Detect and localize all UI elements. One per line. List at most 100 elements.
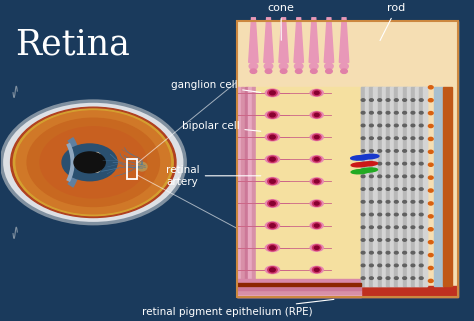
Circle shape (386, 124, 390, 127)
Circle shape (270, 157, 275, 161)
Circle shape (295, 69, 302, 74)
Circle shape (268, 112, 277, 118)
Circle shape (403, 264, 407, 267)
Bar (382, 87, 386, 286)
Circle shape (403, 150, 407, 152)
Circle shape (419, 162, 423, 165)
Circle shape (312, 178, 321, 184)
Circle shape (370, 162, 374, 165)
Circle shape (428, 202, 433, 205)
Circle shape (394, 99, 398, 101)
Bar (245, 87, 248, 286)
Circle shape (314, 246, 319, 249)
Circle shape (428, 254, 433, 257)
Circle shape (312, 245, 321, 251)
Text: rod: rod (380, 3, 406, 40)
Circle shape (411, 188, 415, 190)
Circle shape (386, 188, 390, 190)
Polygon shape (309, 18, 319, 62)
Ellipse shape (310, 244, 323, 251)
Circle shape (403, 201, 407, 203)
Bar (237, 287, 361, 290)
Circle shape (386, 251, 390, 254)
Circle shape (361, 213, 365, 216)
Circle shape (386, 99, 390, 101)
Circle shape (394, 251, 398, 254)
Ellipse shape (310, 178, 323, 185)
Circle shape (268, 134, 277, 140)
Circle shape (428, 241, 433, 244)
Ellipse shape (265, 222, 280, 230)
Bar (374, 87, 378, 286)
Circle shape (326, 69, 332, 74)
Circle shape (280, 69, 287, 74)
Circle shape (314, 202, 319, 205)
Bar (237, 290, 361, 294)
Circle shape (341, 69, 347, 74)
Bar (399, 87, 402, 286)
Circle shape (394, 137, 398, 139)
Circle shape (411, 277, 415, 279)
Circle shape (378, 264, 382, 267)
Circle shape (370, 188, 374, 190)
Circle shape (419, 124, 423, 127)
Text: retinal pigment epithelium (RPE): retinal pigment epithelium (RPE) (142, 299, 334, 317)
Circle shape (370, 213, 374, 216)
Ellipse shape (265, 266, 280, 273)
Circle shape (411, 111, 415, 114)
Text: Retina: Retina (16, 27, 130, 61)
Ellipse shape (351, 163, 369, 167)
Bar (248, 87, 252, 286)
Circle shape (268, 178, 277, 185)
Ellipse shape (264, 63, 273, 69)
Circle shape (378, 277, 382, 279)
Circle shape (386, 137, 390, 139)
Circle shape (403, 277, 407, 279)
Circle shape (62, 144, 117, 181)
Circle shape (370, 226, 374, 229)
Circle shape (370, 137, 374, 139)
Circle shape (419, 213, 423, 216)
Ellipse shape (310, 111, 323, 118)
Ellipse shape (265, 178, 280, 185)
Circle shape (270, 202, 275, 205)
Circle shape (361, 277, 365, 279)
Circle shape (16, 111, 171, 214)
Circle shape (419, 111, 423, 114)
Ellipse shape (265, 89, 280, 97)
Polygon shape (249, 18, 258, 62)
Ellipse shape (360, 168, 377, 172)
Circle shape (378, 201, 382, 203)
Circle shape (411, 124, 415, 127)
Circle shape (270, 91, 275, 95)
Bar (407, 87, 411, 286)
Text: retinal
artery: retinal artery (166, 165, 261, 187)
Circle shape (268, 90, 277, 96)
Circle shape (411, 213, 415, 216)
Bar (252, 87, 255, 286)
Circle shape (403, 213, 407, 216)
Bar (241, 87, 244, 286)
Circle shape (74, 152, 105, 173)
Circle shape (312, 90, 321, 96)
Circle shape (386, 213, 390, 216)
Circle shape (394, 201, 398, 203)
Circle shape (361, 226, 365, 229)
Circle shape (314, 91, 319, 94)
Circle shape (378, 162, 382, 165)
Circle shape (378, 111, 382, 114)
Circle shape (378, 124, 382, 127)
Circle shape (370, 201, 374, 203)
Bar (237, 283, 361, 286)
Circle shape (419, 251, 423, 254)
Bar (415, 87, 419, 286)
Circle shape (13, 109, 173, 216)
Circle shape (386, 239, 390, 241)
Bar (390, 87, 394, 286)
Circle shape (370, 99, 374, 101)
Circle shape (411, 162, 415, 165)
Circle shape (411, 251, 415, 254)
Circle shape (411, 175, 415, 178)
Circle shape (419, 188, 423, 190)
Polygon shape (264, 18, 273, 62)
